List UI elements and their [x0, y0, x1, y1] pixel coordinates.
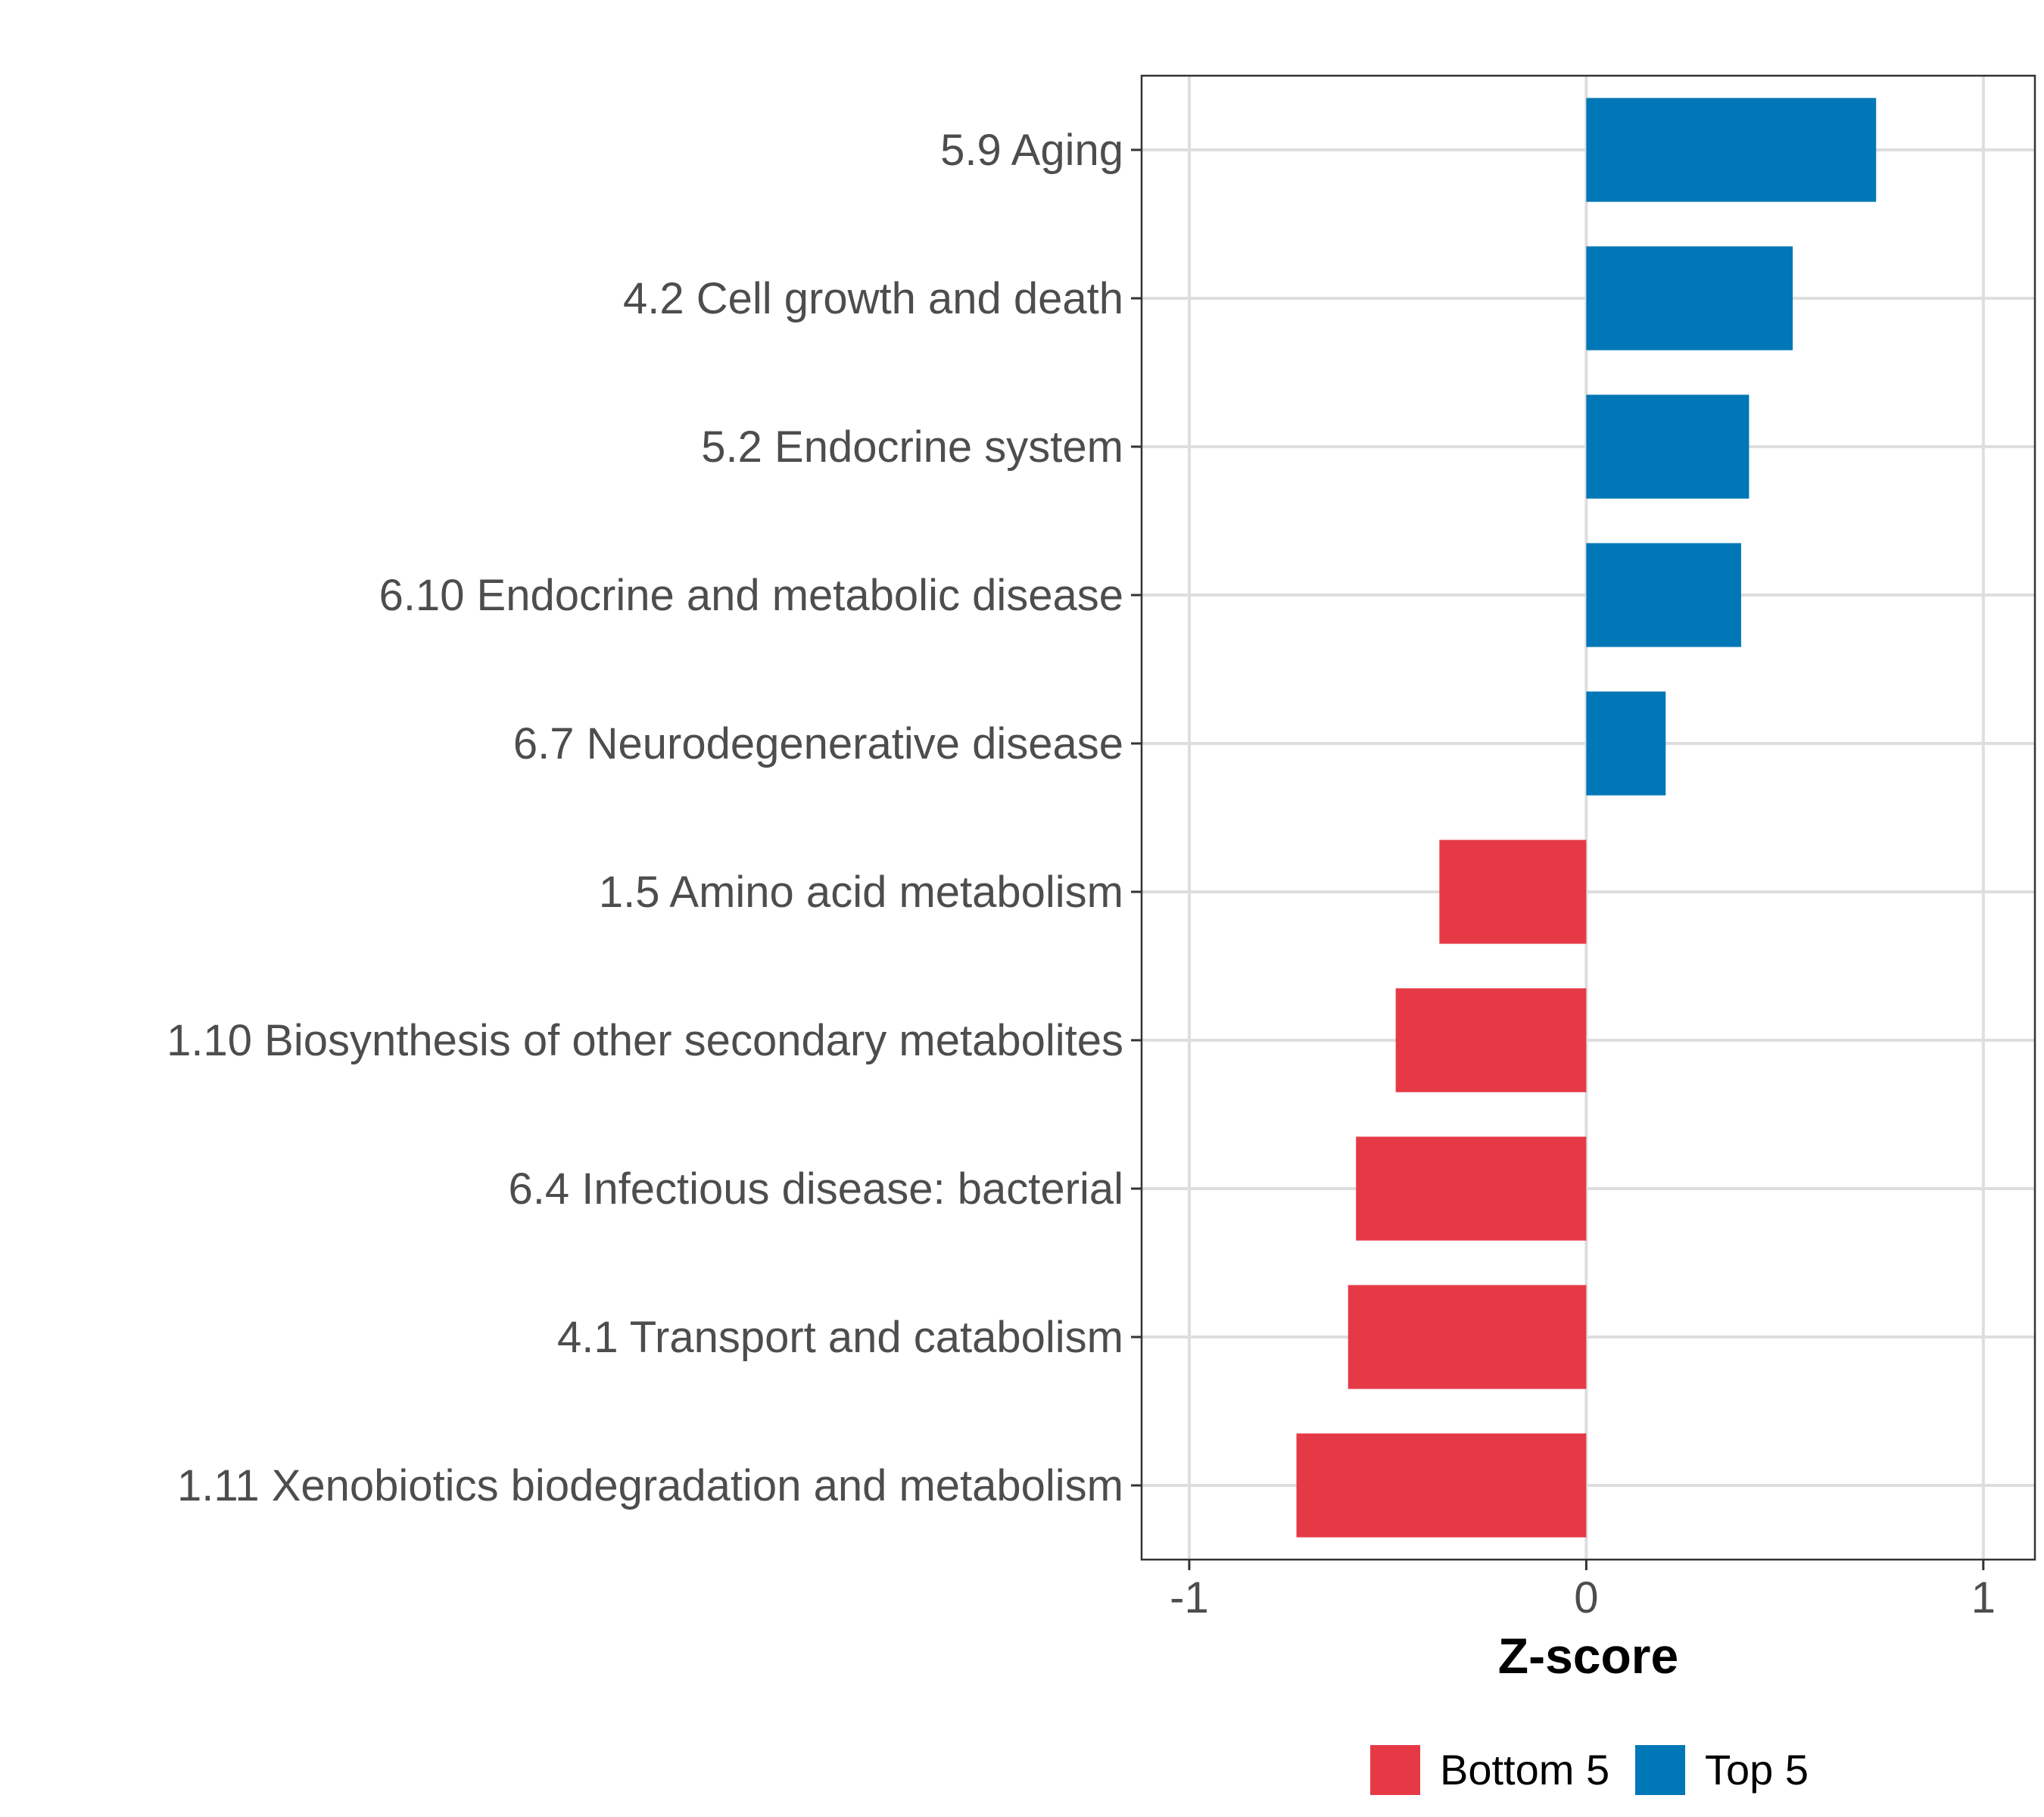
- bar-5: [1439, 840, 1587, 944]
- x-tick-label-1: 0: [1574, 1573, 1598, 1622]
- category-label-1: 4.2 Cell growth and death: [623, 274, 1123, 323]
- legend-swatch-1: [1635, 1745, 1685, 1795]
- x-tick-label-2: 1: [1971, 1573, 1996, 1622]
- category-label-5: 1.5 Amino acid metabolism: [599, 868, 1123, 917]
- category-label-4: 6.7 Neurodegenerative disease: [513, 719, 1123, 768]
- legend-swatch-0: [1370, 1745, 1420, 1795]
- x-axis-title: Z-score: [1498, 1628, 1678, 1684]
- category-label-7: 6.4 Infectious disease: bacterial: [509, 1164, 1123, 1214]
- category-label-9: 1.11 Xenobiotics biodegradation and meta…: [177, 1461, 1123, 1510]
- category-label-8: 4.1 Transport and catabolism: [557, 1313, 1123, 1362]
- category-label-2: 5.2 Endocrine system: [701, 422, 1123, 472]
- x-tick-label-0: -1: [1170, 1573, 1209, 1622]
- legend-label-0: Bottom 5: [1440, 1746, 1609, 1794]
- category-label-0: 5.9 Aging: [940, 126, 1123, 175]
- bar-8: [1348, 1285, 1587, 1389]
- bar-2: [1586, 394, 1750, 499]
- bar-9: [1296, 1433, 1587, 1538]
- bar-0: [1586, 98, 1877, 202]
- bars: [1296, 98, 1877, 1538]
- category-label-6: 1.10 Biosynthesis of other secondary met…: [167, 1016, 1123, 1065]
- bar-4: [1586, 691, 1666, 796]
- bar-6: [1395, 988, 1587, 1092]
- grid-lines: [1142, 76, 2035, 1560]
- legend-label-1: Top 5: [1705, 1746, 1809, 1794]
- plot-border: [1140, 74, 2036, 1561]
- category-label-3: 6.10 Endocrine and metabolic disease: [379, 571, 1123, 620]
- legend: Bottom 5 Top 5: [1370, 1745, 1809, 1795]
- x-axis: -1 0 1: [1170, 1560, 1996, 1622]
- y-axis: 5.9 Aging 4.2 Cell growth and death 5.2 En…: [167, 126, 1142, 1510]
- bar-3: [1586, 543, 1741, 647]
- bar-1: [1586, 246, 1793, 351]
- bar-7: [1356, 1136, 1587, 1241]
